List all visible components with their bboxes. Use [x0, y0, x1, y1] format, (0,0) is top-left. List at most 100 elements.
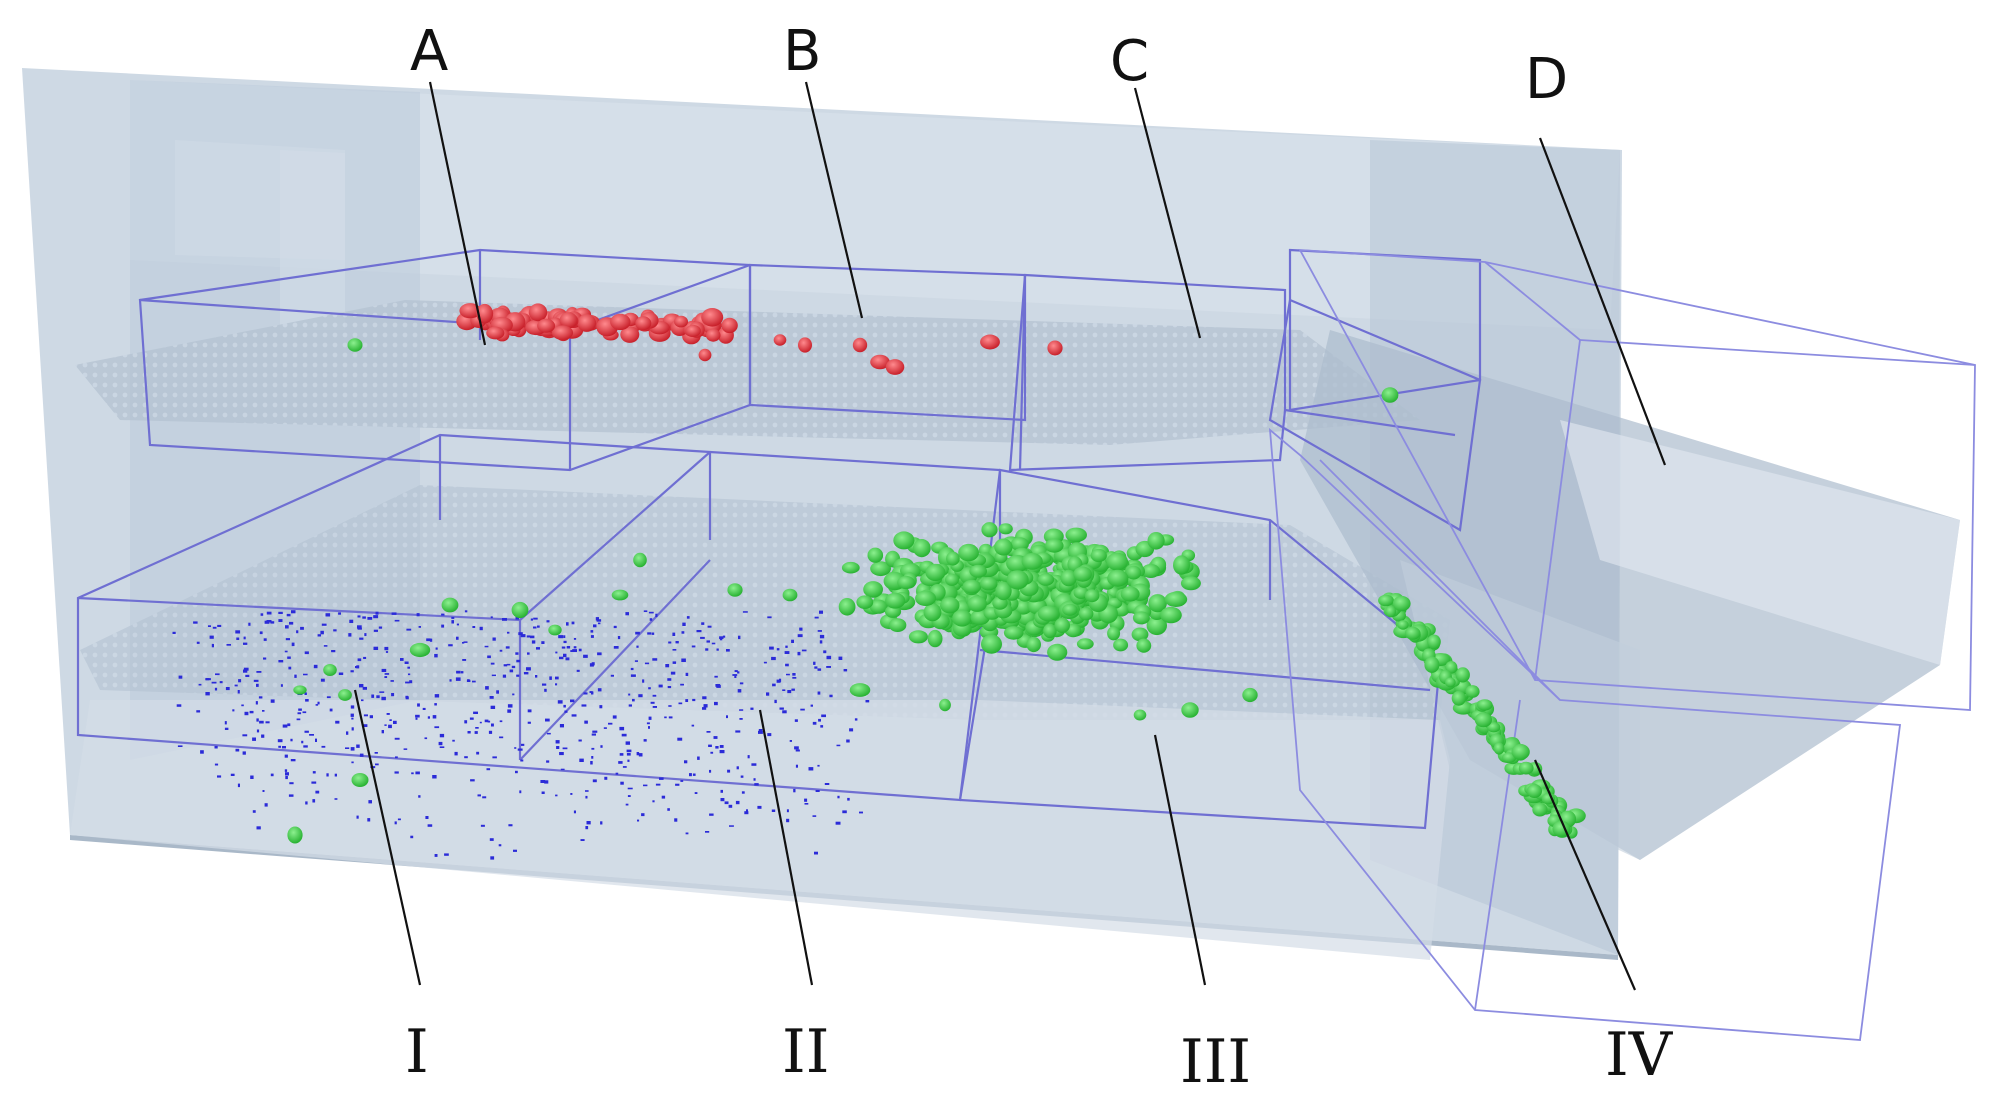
blue-particle [263, 638, 267, 641]
blue-particle [732, 674, 738, 676]
blue-particle [716, 648, 719, 651]
blue-particle [785, 663, 789, 667]
green-particle [1062, 603, 1078, 616]
blue-particle [351, 761, 354, 764]
label-iv: IV [1605, 1020, 1674, 1090]
blue-particle [668, 716, 673, 719]
blue-particle [610, 674, 614, 677]
blue-particle [262, 710, 265, 712]
blue-particle [224, 721, 227, 725]
green-particle [1181, 702, 1199, 718]
blue-particle [448, 644, 453, 647]
blue-particle [817, 691, 821, 695]
blue-particle [585, 790, 589, 792]
blue-particle [740, 775, 744, 778]
green-particle [1474, 712, 1492, 728]
blue-particle [776, 679, 781, 683]
blue-particle [456, 670, 461, 674]
green-particle [897, 575, 915, 590]
leader-i [353, 689, 422, 986]
blue-particle [771, 809, 776, 812]
blue-particle [792, 676, 797, 679]
blue-particle [256, 826, 261, 830]
blue-particle [434, 703, 437, 706]
blue-particle [368, 800, 372, 804]
green-particle [1133, 709, 1147, 721]
blue-particle [648, 726, 650, 729]
blue-particle [622, 766, 627, 768]
red-particle [674, 315, 688, 328]
blue-particle [503, 664, 508, 667]
blue-particle [456, 636, 459, 640]
blue-particle [506, 663, 511, 666]
blue-particle [514, 747, 517, 749]
blue-particle [296, 718, 301, 721]
blue-particle [716, 685, 721, 688]
blue-particle [346, 731, 349, 735]
blue-particle [684, 760, 688, 764]
blue-particle [434, 653, 438, 658]
green-particle [1427, 634, 1441, 650]
blue-particle [638, 753, 643, 757]
blue-particle [172, 631, 176, 634]
blue-particle [243, 636, 246, 640]
blue-particle [719, 750, 725, 754]
blue-particle [432, 715, 437, 719]
green-particle [1107, 626, 1121, 641]
blue-particle [300, 626, 304, 630]
green-particle [611, 589, 629, 601]
green-particle [1397, 620, 1409, 630]
blue-particle [270, 699, 275, 703]
green-particle [863, 581, 883, 598]
blue-particle [284, 650, 288, 653]
red-particle [459, 303, 482, 319]
blue-particle [701, 622, 705, 625]
blue-particle [200, 750, 204, 754]
blue-particle [323, 645, 328, 647]
blue-particle [456, 623, 459, 626]
blue-particle [741, 791, 745, 794]
blue-particle [348, 633, 352, 637]
blue-particle [544, 688, 547, 692]
blue-particle [389, 719, 392, 721]
blue-particle [329, 708, 333, 712]
blue-particle [317, 634, 321, 637]
blue-particle [317, 701, 320, 705]
blue-particle [779, 678, 782, 682]
red-particle [852, 337, 868, 353]
blue-particle [739, 682, 744, 685]
blue-particle [326, 773, 329, 777]
blue-particle [373, 615, 379, 619]
green-particle [967, 595, 987, 612]
green-particle [981, 634, 1002, 654]
blue-particle [691, 724, 695, 727]
blue-particle [475, 727, 479, 729]
blue-particle [846, 739, 850, 743]
blue-particle [767, 733, 772, 737]
blue-particle [285, 625, 289, 629]
blue-particle [559, 724, 564, 728]
blue-particle [792, 673, 796, 676]
blue-particle [356, 744, 360, 748]
blue-particle [460, 671, 464, 674]
blue-particle [776, 648, 780, 651]
green-particle [1180, 576, 1201, 591]
green-particle [1173, 555, 1190, 575]
blue-particle [556, 746, 560, 749]
blue-particle [739, 709, 744, 711]
blue-particle [321, 745, 326, 748]
blue-particle [559, 752, 564, 756]
blue-particle [278, 745, 281, 748]
blue-particle [520, 634, 526, 638]
blue-particle [334, 773, 337, 777]
blue-particle [810, 704, 813, 707]
blue-particle [470, 779, 475, 782]
green-particle [1078, 607, 1094, 621]
blue-particle [282, 746, 286, 749]
blue-particle [439, 746, 445, 748]
blue-particle [381, 696, 386, 701]
blue-particle [359, 753, 364, 757]
blue-particle [570, 793, 573, 795]
blue-particle [592, 730, 598, 733]
blue-particle [464, 720, 468, 724]
